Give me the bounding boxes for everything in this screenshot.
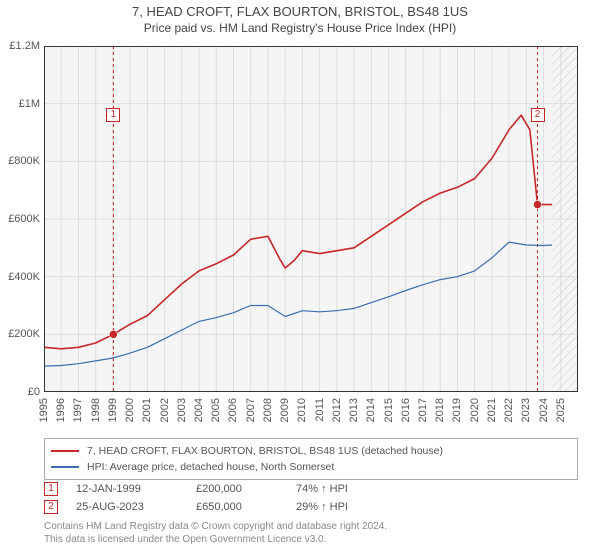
xtick-label: 1997 <box>72 398 84 422</box>
sale-detail-table: 1 12-JAN-1999£200,00074% ↑ HPI 2 25-AUG-202… <box>44 480 578 516</box>
ytick-label: £600K <box>0 213 40 225</box>
xtick-label: 2016 <box>400 398 412 422</box>
legend-box: 7, HEAD CROFT, FLAX BOURTON, BRISTOL, BS… <box>44 438 578 480</box>
xtick-label: 2022 <box>503 398 515 422</box>
detail-price: £200,000 <box>196 483 296 495</box>
footer-attribution: Contains HM Land Registry data © Crown c… <box>44 520 578 546</box>
xtick-label: 2011 <box>314 398 326 422</box>
legend-row: HPI: Average price, detached house, Nort… <box>51 459 571 475</box>
xtick-label: 2003 <box>176 398 188 422</box>
xtick-label: 2018 <box>434 398 446 422</box>
xtick-label: 2008 <box>262 398 274 422</box>
plot-svg <box>44 46 578 392</box>
xtick-label: 2002 <box>159 398 171 422</box>
xtick-label: 1998 <box>90 398 102 422</box>
detail-marker: 2 <box>44 500 58 514</box>
xtick-label: 2015 <box>383 398 395 422</box>
title-main: 7, HEAD CROFT, FLAX BOURTON, BRISTOL, BS… <box>0 4 600 19</box>
chart-container: 7, HEAD CROFT, FLAX BOURTON, BRISTOL, BS… <box>0 0 600 560</box>
xtick-label: 2004 <box>193 398 205 422</box>
xtick-label: 2012 <box>331 398 343 422</box>
xtick-label: 2023 <box>520 398 532 422</box>
xtick-label: 2020 <box>469 398 481 422</box>
sale-detail-row: 1 12-JAN-1999£200,00074% ↑ HPI <box>44 480 578 498</box>
xtick-label: 2000 <box>124 398 136 422</box>
xtick-label: 2024 <box>538 398 550 422</box>
legend-text: HPI: Average price, detached house, Nort… <box>87 461 334 473</box>
detail-pct: 74% ↑ HPI <box>296 483 416 495</box>
footer-line2: This data is licensed under the Open Gov… <box>44 533 578 546</box>
ytick-label: £0 <box>0 386 40 398</box>
xtick-label: 2005 <box>210 398 222 422</box>
xtick-label: 2019 <box>451 398 463 422</box>
legend-row: 7, HEAD CROFT, FLAX BOURTON, BRISTOL, BS… <box>51 443 571 459</box>
ytick-label: £1.2M <box>0 40 40 52</box>
xtick-label: 2013 <box>348 398 360 422</box>
xtick-label: 2001 <box>141 398 153 422</box>
legend-swatch <box>51 450 79 452</box>
xtick-label: 1996 <box>55 398 67 422</box>
xtick-label: 2006 <box>227 398 239 422</box>
sale-detail-row: 2 25-AUG-2023£650,00029% ↑ HPI <box>44 498 578 516</box>
legend-text: 7, HEAD CROFT, FLAX BOURTON, BRISTOL, BS… <box>87 445 443 457</box>
footer-line1: Contains HM Land Registry data © Crown c… <box>44 520 578 533</box>
ytick-label: £800K <box>0 155 40 167</box>
xtick-label: 2014 <box>365 398 377 422</box>
xtick-label: 2017 <box>417 398 429 422</box>
title-sub: Price paid vs. HM Land Registry's House … <box>0 21 600 35</box>
detail-marker: 1 <box>44 482 58 496</box>
ytick-label: £200K <box>0 328 40 340</box>
xtick-label: 2009 <box>279 398 291 422</box>
ytick-label: £1M <box>0 98 40 110</box>
xtick-label: 1999 <box>107 398 119 422</box>
sale-marker-callout: 2 <box>531 108 545 122</box>
xtick-label: 2010 <box>296 398 308 422</box>
detail-date: 25-AUG-2023 <box>76 501 196 513</box>
sale-marker-callout: 1 <box>106 108 120 122</box>
xtick-label: 2007 <box>245 398 257 422</box>
title-block: 7, HEAD CROFT, FLAX BOURTON, BRISTOL, BS… <box>0 0 600 37</box>
detail-price: £650,000 <box>196 501 296 513</box>
xtick-label: 2021 <box>486 398 498 422</box>
chart-area <box>44 46 578 392</box>
ytick-label: £400K <box>0 271 40 283</box>
xtick-label: 2025 <box>555 398 567 422</box>
xtick-label: 1995 <box>38 398 50 422</box>
detail-pct: 29% ↑ HPI <box>296 501 416 513</box>
detail-date: 12-JAN-1999 <box>76 483 196 495</box>
legend-swatch <box>51 466 79 468</box>
